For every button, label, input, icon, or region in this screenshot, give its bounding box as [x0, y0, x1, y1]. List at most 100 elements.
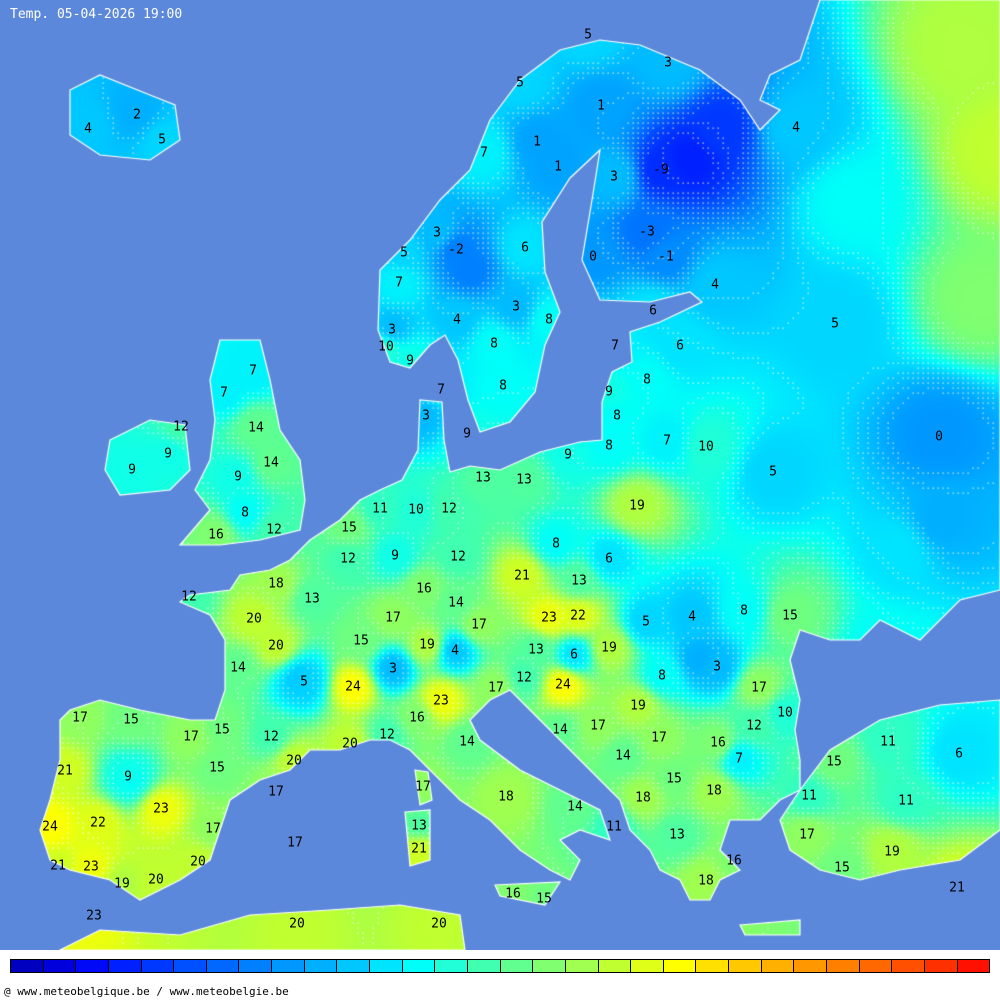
station-temperature-label: 18: [635, 790, 651, 806]
station-temperature-label: 15: [834, 860, 850, 876]
station-temperature-label: 17: [590, 718, 606, 734]
station-temperature-label: 17: [799, 827, 815, 843]
colorbar-swatch: [827, 960, 860, 972]
station-temperature-label: 17: [488, 680, 504, 696]
station-temperature-label: 19: [630, 698, 646, 714]
station-temperature-label: 12: [340, 551, 356, 567]
station-temperature-label: 18: [268, 576, 284, 592]
temperature-colorbar: [10, 959, 990, 973]
station-temperature-label: 21: [949, 880, 965, 896]
station-temperature-label: 23: [86, 908, 102, 924]
station-temperature-label: 10: [777, 705, 793, 721]
station-temperature-label: 7: [249, 363, 257, 379]
station-temperature-label: 14: [448, 595, 464, 611]
station-temperature-label: 5: [831, 316, 839, 332]
station-temperature-label: 14: [552, 722, 568, 738]
station-temperature-label: 22: [570, 608, 586, 624]
station-temperature-label: 15: [123, 712, 139, 728]
colorbar-swatch: [141, 960, 175, 972]
station-temperature-label: 20: [246, 611, 262, 627]
colorbar-swatch: [663, 960, 697, 972]
station-temperature-label: 12: [181, 589, 197, 605]
station-temperature-label: 8: [613, 408, 621, 424]
station-temperature-label: 24: [42, 819, 58, 835]
station-temperature-label: 16: [710, 735, 726, 751]
station-temperature-label: 12: [746, 718, 762, 734]
station-temperature-label: 12: [266, 522, 282, 538]
colorbar-swatch: [924, 960, 958, 972]
station-temperature-label: 19: [884, 844, 900, 860]
station-temperature-label: 13: [571, 573, 587, 589]
station-temperature-label: 21: [411, 841, 427, 857]
station-temperature-label: 15: [353, 633, 369, 649]
colorbar-swatch: [43, 960, 77, 972]
station-temperature-label: 8: [605, 438, 613, 454]
station-temperature-label: 6: [570, 647, 578, 663]
station-temperature-label: 1: [554, 159, 562, 175]
station-temperature-label: 18: [698, 873, 714, 889]
station-temperature-label: 17: [205, 821, 221, 837]
colorbar-swatch: [206, 960, 240, 972]
station-temperature-label: 7: [735, 751, 743, 767]
station-temperature-label: 13: [528, 642, 544, 658]
colorbar-swatch: [565, 960, 599, 972]
station-temperature-label: 1: [597, 98, 605, 114]
station-temperature-label: 3: [389, 661, 397, 677]
station-temperature-label: 9: [391, 548, 399, 564]
station-temperature-label: 15: [536, 891, 552, 907]
station-temperature-label: 15: [214, 722, 230, 738]
station-temperature-label: 4: [453, 312, 461, 328]
station-temperature-label: 3: [422, 408, 430, 424]
station-temperature-label: 8: [241, 505, 249, 521]
station-temperature-label: 7: [220, 385, 228, 401]
station-temperature-label: 14: [248, 420, 264, 436]
station-temperature-label: 15: [782, 608, 798, 624]
station-temperature-label: 20: [289, 916, 305, 932]
station-temperature-label: 14: [615, 748, 631, 764]
station-temperature-label: 4: [792, 120, 800, 136]
station-temperature-label: 24: [345, 679, 361, 695]
station-temperature-label: 12: [441, 501, 457, 517]
station-temperature-label: 23: [433, 693, 449, 709]
station-temperature-label: 7: [663, 433, 671, 449]
station-temperature-label: 8: [499, 378, 507, 394]
colorbar-swatch: [859, 960, 893, 972]
station-temperature-label: 8: [552, 536, 560, 552]
colorbar-swatch: [370, 960, 403, 972]
station-temperature-label: 9: [564, 447, 572, 463]
station-temperature-label: 3: [713, 659, 721, 675]
station-temperature-label: 0: [935, 429, 943, 445]
station-temperature-label: 3: [512, 299, 520, 315]
station-temperature-label: 10: [408, 502, 424, 518]
colorbar-swatch: [892, 960, 925, 972]
station-temperature-label: 9: [164, 446, 172, 462]
station-temperature-label: 9: [234, 469, 242, 485]
station-temperature-label: 0: [589, 249, 597, 265]
colorbar-swatch: [500, 960, 534, 972]
station-temperature-label: 19: [114, 876, 130, 892]
station-temperature-label: 6: [955, 746, 963, 762]
station-temperature-label: 4: [451, 643, 459, 659]
footer-credit: @ www.meteobelgique.be / www.meteobelgie…: [4, 985, 289, 998]
colorbar-swatch: [696, 960, 730, 972]
station-temperature-label: 16: [208, 527, 224, 543]
colorbar-swatch: [174, 960, 207, 972]
station-temperature-label: 11: [606, 819, 622, 835]
station-temperature-label: 5: [300, 674, 308, 690]
station-temperature-label: -3: [639, 224, 655, 240]
colorbar-swatch: [729, 960, 762, 972]
station-temperature-label: 8: [658, 668, 666, 684]
colorbar-swatch: [304, 960, 338, 972]
station-temperature-label: 16: [505, 886, 521, 902]
station-temperature-label: 7: [395, 275, 403, 291]
station-temperature-label: 3: [610, 169, 618, 185]
station-temperature-label: 20: [286, 753, 302, 769]
station-temperature-label: 4: [688, 609, 696, 625]
station-temperature-label: 9: [128, 462, 136, 478]
station-temperature-label: 14: [230, 660, 246, 676]
station-temperature-label: 8: [545, 312, 553, 328]
colorbar-swatch: [272, 960, 305, 972]
colorbar-swatch: [337, 960, 371, 972]
station-temperature-label: 23: [153, 801, 169, 817]
